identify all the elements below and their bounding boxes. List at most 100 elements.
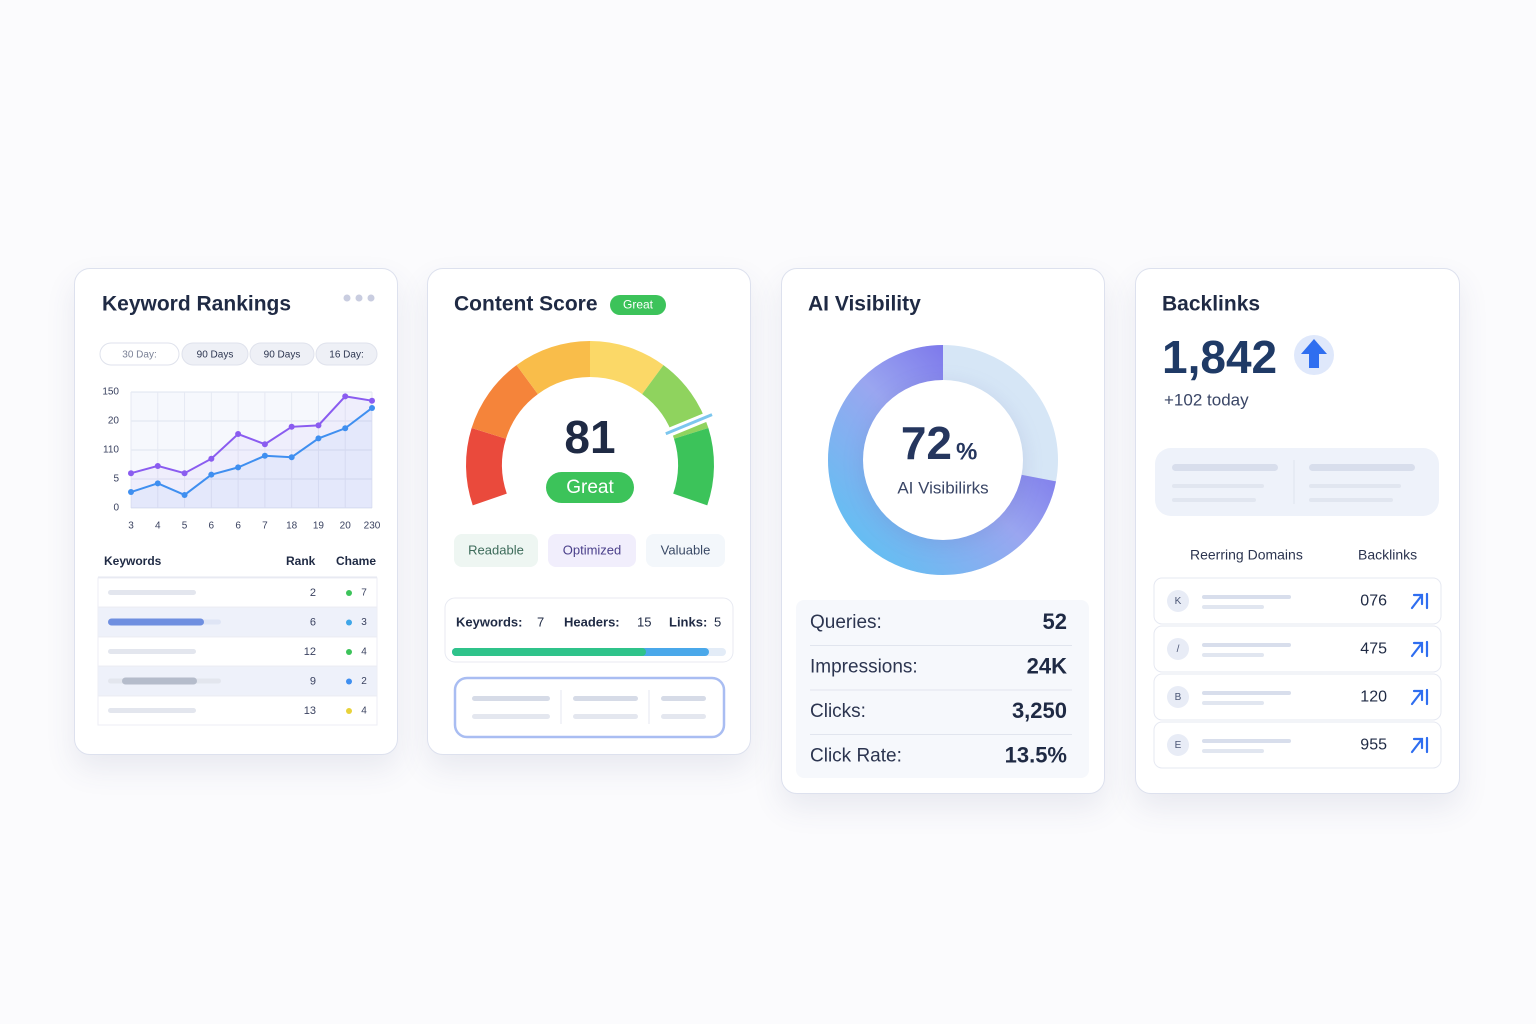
point [235, 431, 242, 438]
gauge-segment [590, 341, 664, 395]
change: 2 [361, 676, 367, 687]
placeholder [573, 714, 638, 719]
series-area [131, 407, 372, 508]
domain-icon-label: E [1175, 740, 1182, 751]
change-dot [346, 678, 352, 685]
point [261, 441, 268, 448]
point [315, 422, 322, 429]
trend-icon [1410, 592, 1429, 610]
domain-icon [1167, 734, 1189, 756]
visibility-unit: % [956, 438, 977, 465]
x-tick-label: 4 [155, 521, 161, 532]
x-tick-label: 230 [364, 521, 381, 532]
change-dot [346, 649, 352, 655]
point [235, 464, 242, 471]
card-title: Keyword Rankings [102, 293, 291, 316]
x-tick-label: 6 [235, 521, 241, 532]
backlink-count: 076 [1360, 593, 1387, 610]
gauge-segment [471, 365, 538, 439]
table-header: Chame [336, 554, 376, 568]
point [208, 471, 215, 478]
point [128, 489, 134, 496]
domain-icon-label: K [1175, 596, 1182, 607]
metric-value: 24K [1027, 653, 1067, 678]
tab-label: 90 Days [264, 350, 301, 361]
stat-value: 15 [637, 614, 651, 629]
series-line [130, 407, 373, 497]
stat-label: Links: [669, 614, 707, 629]
tag [548, 534, 636, 567]
tab-label: 30 Day: [122, 350, 156, 361]
series-line [130, 395, 373, 475]
placeholder [1309, 484, 1401, 488]
table-row [1153, 673, 1442, 721]
up-icon [1301, 339, 1327, 368]
placeholder [1202, 605, 1264, 609]
placeholder [573, 696, 638, 701]
placeholder [1202, 643, 1291, 647]
point [154, 462, 161, 469]
x-tick-label: 6 [209, 521, 215, 532]
change: 7 [361, 588, 367, 599]
card-title: AI Visibility [808, 293, 921, 316]
placeholder [472, 696, 550, 701]
donut-arc [828, 345, 1058, 575]
point [369, 404, 375, 411]
change-dot [346, 619, 352, 626]
placeholder [1172, 464, 1278, 471]
metric-label: Impressions: [810, 657, 918, 678]
change-dot [346, 708, 352, 714]
tab-label: 16 Day: [329, 350, 363, 361]
domain-icon-label: B [1175, 692, 1182, 703]
score-value: 81 [564, 411, 615, 463]
point [342, 393, 349, 400]
point [261, 452, 268, 459]
status-label: Great [566, 477, 614, 498]
point [288, 423, 295, 430]
x-tick-label: 5 [182, 521, 188, 532]
point [128, 470, 134, 477]
placeholder [1172, 498, 1256, 502]
metric-value: 13.5% [1005, 742, 1067, 767]
placeholder [1309, 464, 1415, 471]
metric-value: 52 [1043, 609, 1067, 634]
series-area [131, 396, 372, 508]
trend-icon [1410, 736, 1429, 754]
tag [646, 534, 725, 567]
backlink-count: 475 [1360, 641, 1387, 658]
y-tick-label: 150 [102, 387, 119, 398]
placeholder [661, 714, 706, 719]
domain-icon-label: / [1177, 644, 1180, 655]
trend-icon [1410, 640, 1429, 658]
placeholder [108, 649, 196, 654]
domain-icon [1167, 686, 1189, 708]
trend-icon [1410, 688, 1429, 706]
stat-value: 7 [537, 614, 544, 629]
table-header: Keywords [104, 554, 162, 568]
table-header: Backlinks [1358, 547, 1417, 563]
placeholder [1202, 701, 1264, 705]
placeholder [108, 708, 196, 713]
visibility-label: AI Visibilirks [897, 478, 988, 497]
change: 4 [361, 647, 367, 658]
point [154, 480, 161, 487]
menu-dot [355, 294, 363, 302]
y-tick-label: 110 [103, 445, 119, 456]
placeholder [1202, 595, 1291, 599]
donut-center [863, 380, 1023, 540]
placeholder [122, 677, 197, 685]
metric-label: Queries: [810, 612, 882, 633]
change: 3 [361, 617, 367, 628]
x-tick-label: 3 [128, 521, 134, 532]
point [181, 491, 188, 498]
menu-dot [343, 294, 351, 302]
rank: 9 [310, 675, 316, 687]
tag-label: Optimized [563, 542, 622, 557]
placeholder [108, 590, 196, 595]
gauge-segment [673, 428, 714, 506]
x-tick-label: 18 [286, 521, 298, 532]
summary-box [1155, 448, 1439, 516]
detail-box [453, 676, 726, 739]
